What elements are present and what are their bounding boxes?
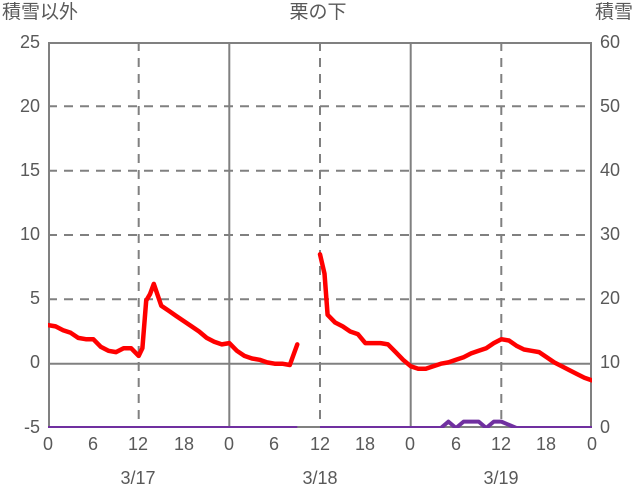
- left-axis-title: 積雪以外: [2, 2, 79, 23]
- y-axis-tick-15: 15: [19, 160, 40, 180]
- snow-series: [48, 419, 592, 428]
- y2-axis-tick-0: 0: [600, 417, 611, 437]
- y2-axis-tick-10: 10: [600, 352, 621, 372]
- x-axis-tick-18-day1: 18: [173, 434, 195, 454]
- x-axis-tick-12-day1: 12: [127, 434, 149, 454]
- x-axis-tick-6-day2: 6: [268, 434, 279, 454]
- y2-axis-tick-50: 50: [600, 96, 621, 116]
- y-axis-tick-minus5: -5: [23, 417, 40, 437]
- x-axis-tick-12-day3: 12: [490, 434, 512, 454]
- y-axis-tick-10: 10: [19, 224, 40, 244]
- y-axis-tick-5: 5: [29, 288, 40, 308]
- plot-svg: [48, 42, 592, 428]
- x-axis-tick-18-day2: 18: [354, 434, 376, 454]
- x-axis-tick-0-end: 0: [586, 434, 597, 454]
- x-axis-tick-0-day2: 0: [223, 434, 234, 454]
- x-axis-tick-18-day3: 18: [535, 434, 557, 454]
- plot-area: [48, 42, 592, 428]
- y2-axis-tick-40: 40: [600, 160, 621, 180]
- x-axis-tick-6-day1: 6: [87, 434, 98, 454]
- x-axis-day-label-1: 3/17: [120, 468, 156, 488]
- x-axis-day-label-3: 3/19: [483, 468, 519, 488]
- y2-axis-tick-60: 60: [600, 32, 621, 52]
- x-axis-day-label-2: 3/18: [302, 468, 338, 488]
- temperature-series-segment-1: [48, 281, 300, 368]
- y2-axis-tick-30: 30: [600, 224, 621, 244]
- x-axis-tick-0-day1: 0: [42, 434, 53, 454]
- temperature-series-segment-2: [317, 252, 592, 383]
- x-axis-tick-12-day2: 12: [309, 434, 331, 454]
- y2-axis-tick-20: 20: [600, 288, 621, 308]
- vertical-midday-gridlines: [137, 42, 503, 428]
- y-axis-tick-25: 25: [19, 32, 40, 52]
- y-axis-tick-0: 0: [29, 352, 40, 372]
- y-axis-tick-20: 20: [19, 96, 40, 116]
- x-axis-tick-0-day3: 0: [404, 434, 415, 454]
- x-axis-tick-6-day3: 6: [450, 434, 461, 454]
- right-axis-title: 積雪: [594, 2, 633, 23]
- snow-series-segment-2: [320, 419, 592, 428]
- temperature-series: [48, 252, 592, 383]
- chart-title: 栗の下: [289, 2, 347, 23]
